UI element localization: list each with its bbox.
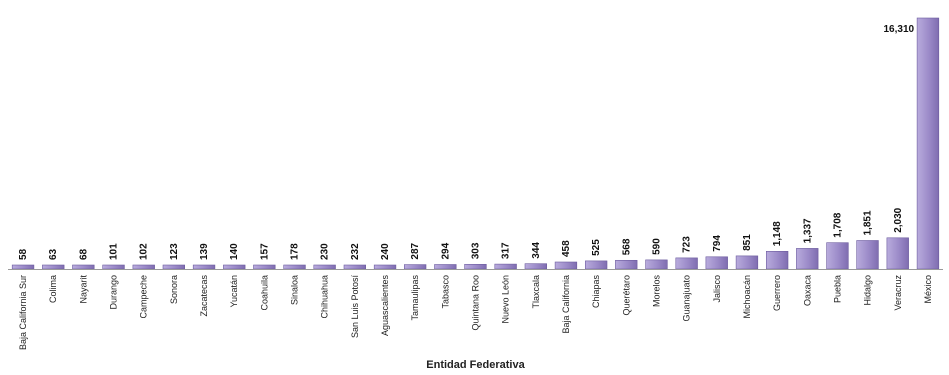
data-label: 63	[48, 248, 59, 260]
bar	[162, 264, 186, 270]
bar	[584, 260, 608, 270]
data-label: 123	[169, 243, 180, 260]
category-label: Chiapas	[591, 275, 601, 309]
category-label: Nayarit	[78, 275, 88, 304]
bars-group	[11, 17, 940, 270]
category-label: Puebla	[832, 275, 842, 303]
bar	[223, 264, 246, 270]
bar	[735, 255, 759, 270]
data-label: 851	[742, 234, 753, 251]
data-label: 344	[531, 242, 542, 259]
category-label: Yucatán	[229, 275, 239, 308]
bar	[705, 256, 728, 270]
data-label: 568	[621, 238, 632, 255]
category-label: Veracruz	[893, 275, 903, 311]
category-label: San Luis Potosí	[350, 275, 360, 339]
bar	[886, 237, 909, 270]
category-label: Guanajuato	[682, 275, 692, 322]
bar	[253, 264, 276, 270]
data-label: 16,310	[884, 24, 915, 35]
bar	[434, 264, 457, 270]
category-label: Durango	[109, 275, 119, 310]
bar	[42, 264, 65, 270]
x-axis-label: Entidad Federativa	[426, 359, 525, 371]
category-label: Sinaloa	[290, 275, 300, 305]
category-label: Jalisco	[712, 275, 722, 303]
bar	[645, 259, 668, 270]
bar	[192, 264, 216, 270]
bar	[464, 263, 487, 270]
category-label: Oaxaca	[802, 275, 812, 306]
data-label: 590	[652, 238, 663, 255]
bar	[283, 264, 306, 270]
data-label: 303	[471, 242, 482, 259]
bar	[765, 251, 789, 270]
value-labels-group: 58 63 68 101 102 123 139 140 157 178 230 232 240 287 2…	[18, 24, 914, 260]
data-label: 1,851	[863, 210, 874, 235]
data-label: 139	[199, 243, 210, 260]
category-label: Campeche	[139, 275, 149, 319]
bar	[343, 264, 367, 270]
data-label: 157	[259, 243, 270, 260]
category-label: Tlaxcala	[531, 275, 541, 309]
bar	[102, 264, 125, 270]
category-label: Morelos	[652, 275, 662, 308]
bar	[524, 263, 548, 270]
data-label: 723	[682, 236, 693, 253]
data-label: 178	[290, 243, 301, 260]
category-label: Tabasco	[440, 275, 450, 309]
data-label: 68	[78, 248, 89, 260]
category-labels-group: Baja California Sur Colima Nayarit Durango C…	[18, 275, 933, 351]
bar	[615, 259, 638, 270]
category-label: Coahuila	[259, 275, 269, 311]
data-label: 232	[350, 243, 361, 260]
data-label: 794	[712, 235, 723, 252]
data-label: 240	[380, 243, 391, 260]
bar	[313, 264, 336, 270]
bar	[826, 242, 849, 270]
category-label: Querétaro	[621, 275, 631, 316]
data-label: 294	[440, 242, 451, 259]
data-label: 1,708	[832, 212, 843, 237]
category-label: Quintana Roo	[471, 275, 481, 331]
bar	[675, 257, 698, 270]
data-label: 458	[561, 240, 572, 257]
bar	[856, 240, 879, 270]
data-label: 2,030	[893, 207, 904, 232]
bar	[72, 264, 95, 270]
category-label: Tamaulipas	[410, 275, 420, 321]
bar	[916, 17, 940, 270]
category-label: Guerrero	[772, 275, 782, 311]
data-label: 140	[229, 243, 240, 260]
bar	[132, 264, 155, 270]
category-label: Aguascalientes	[380, 275, 390, 337]
category-label: Colima	[48, 275, 58, 303]
data-label: 317	[501, 242, 512, 259]
bar	[373, 264, 397, 270]
data-label: 287	[410, 242, 421, 259]
bar	[494, 263, 517, 270]
data-label: 58	[18, 248, 29, 260]
category-label: Sonora	[169, 275, 179, 304]
category-label: Baja California	[561, 275, 571, 334]
data-label: 102	[139, 243, 150, 260]
data-label: 1,337	[802, 218, 813, 243]
data-label: 101	[109, 243, 120, 260]
data-label: 1,148	[772, 221, 783, 246]
data-label: 525	[591, 239, 602, 256]
category-label: Nuevo León	[501, 275, 511, 324]
category-label: Chihuahua	[320, 275, 330, 319]
category-label: México	[923, 275, 933, 304]
category-label: Baja California Sur	[18, 275, 28, 350]
category-label: Hidalgo	[863, 275, 873, 306]
bar	[11, 264, 35, 270]
bar	[403, 264, 427, 270]
bar	[554, 261, 578, 270]
bar	[796, 248, 819, 270]
category-label: Zacatecas	[199, 275, 209, 317]
category-label: Michoacán	[742, 275, 752, 319]
data-label: 230	[320, 243, 331, 260]
